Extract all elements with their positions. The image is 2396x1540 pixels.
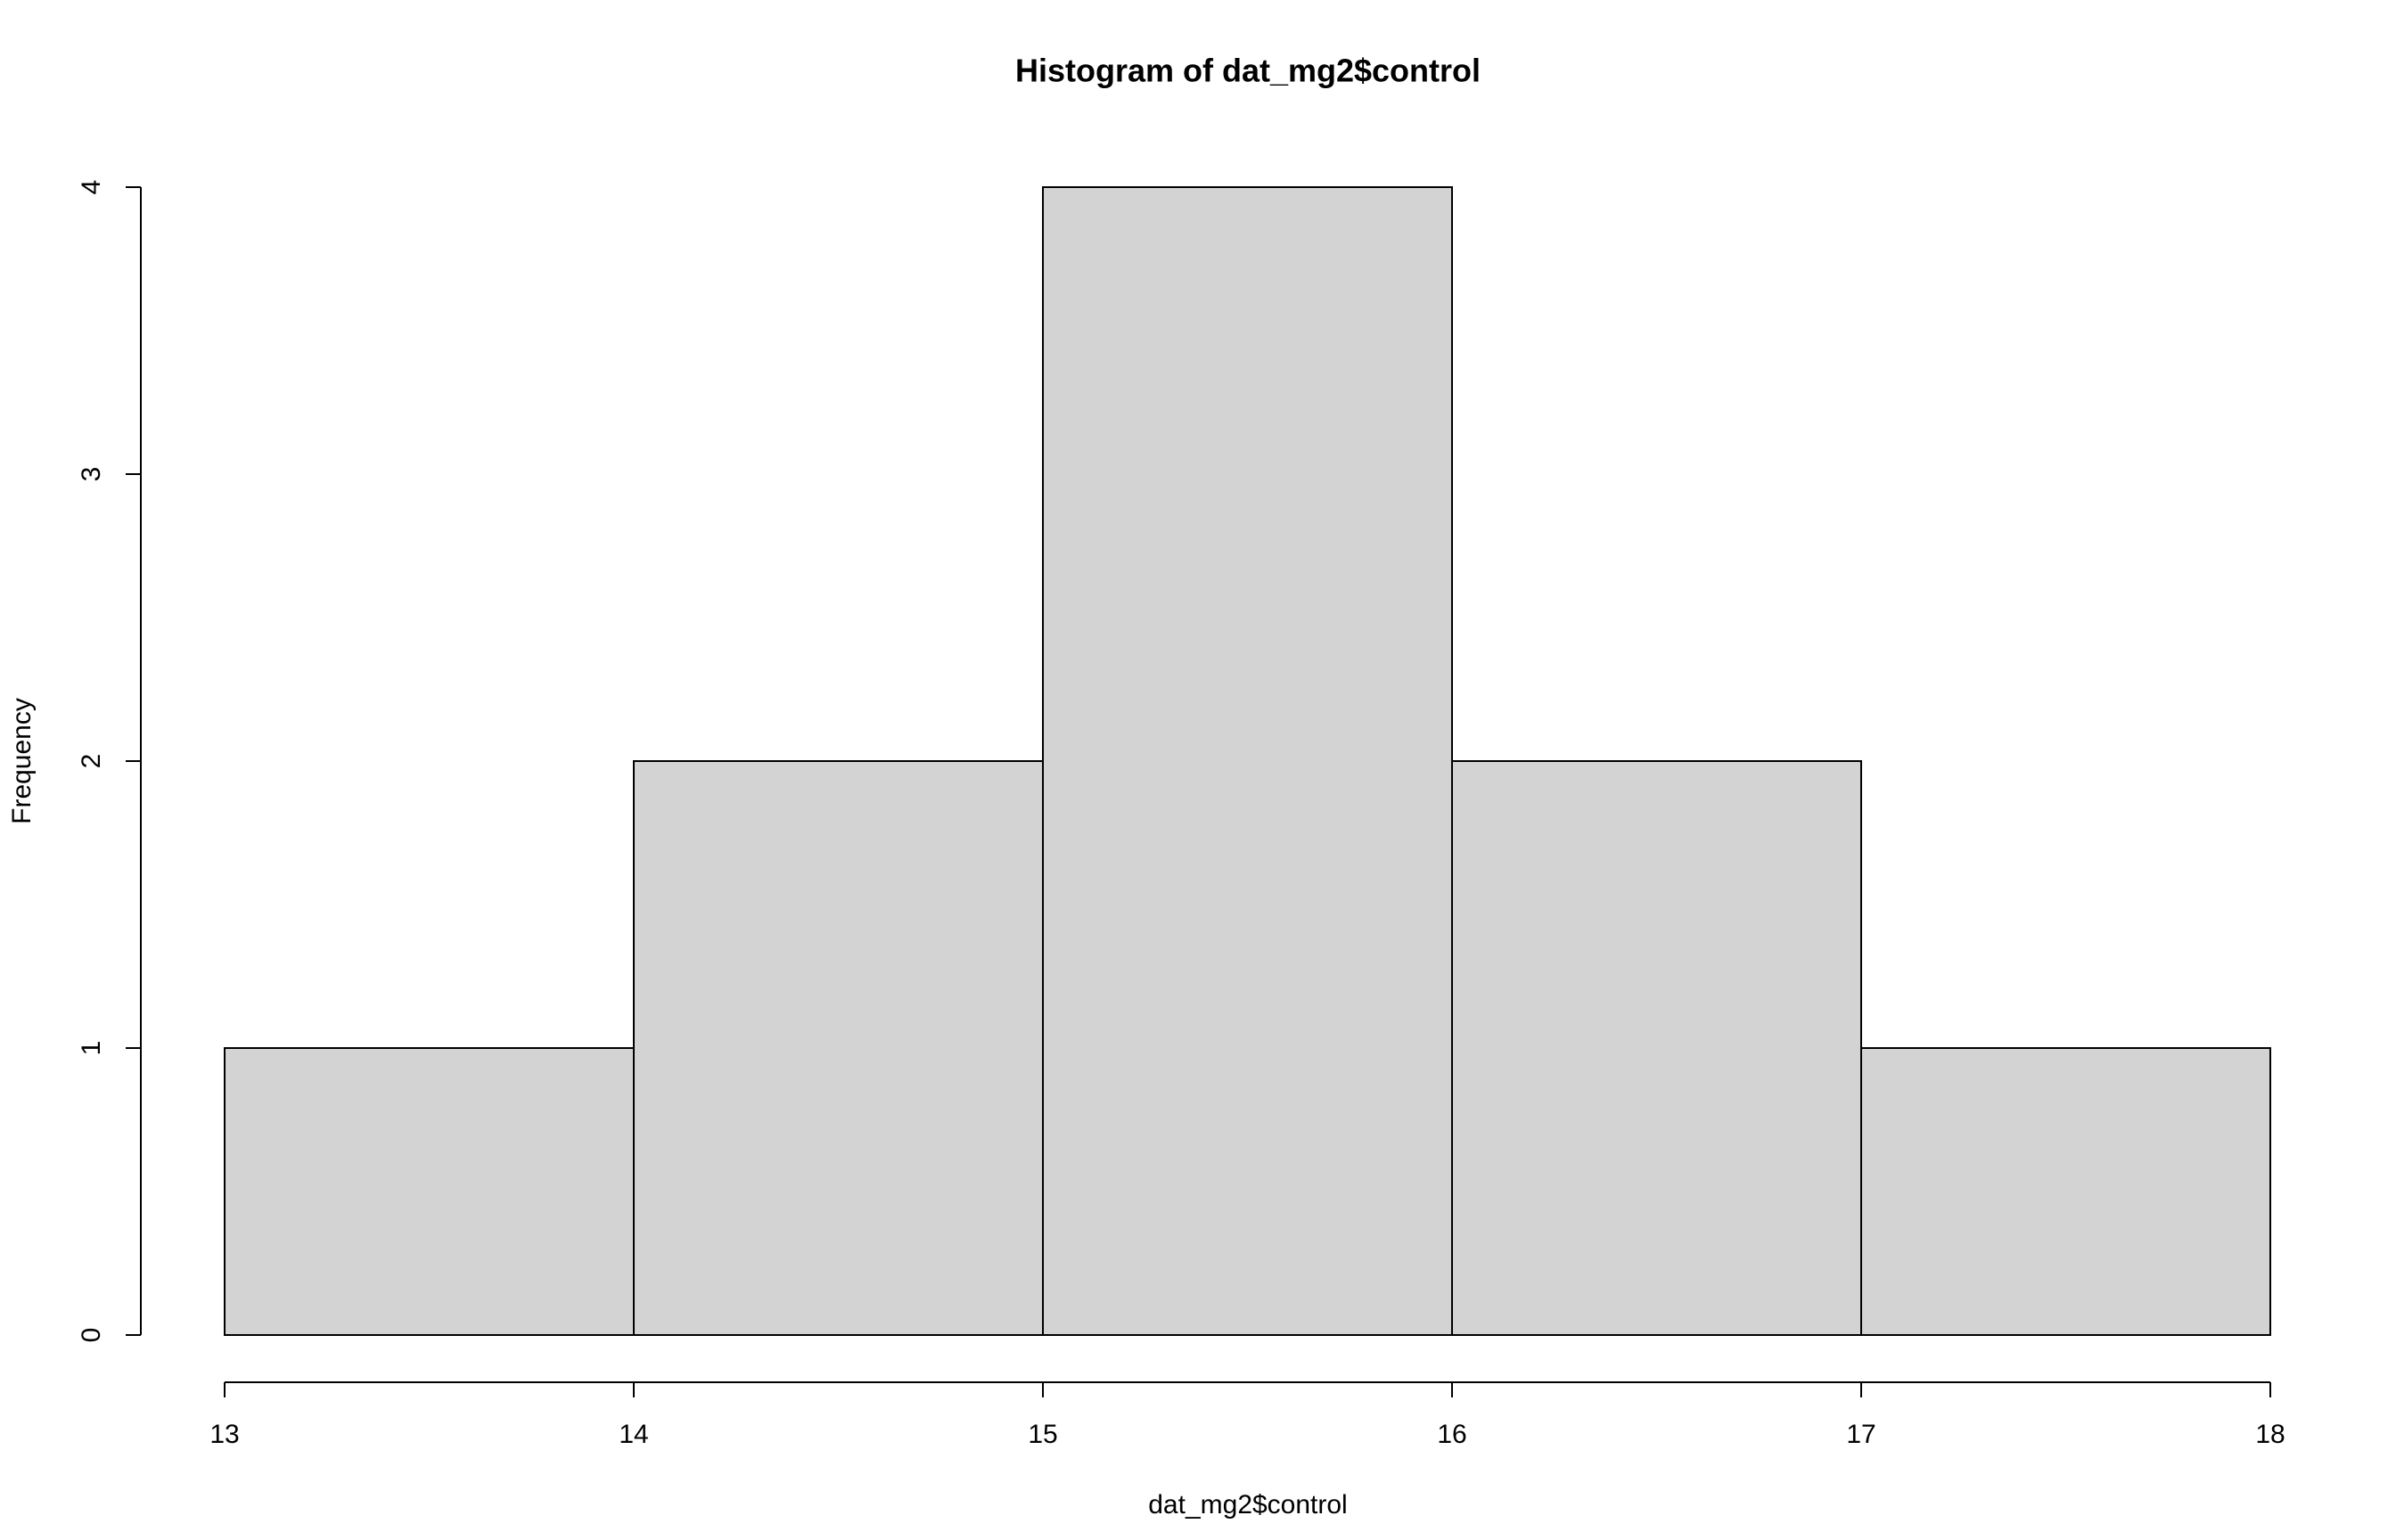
bar [224, 1047, 635, 1336]
y-tick-label: 3 [77, 467, 106, 482]
x-tick-label: 15 [1028, 1420, 1057, 1449]
y-tick-label: 1 [77, 1041, 106, 1056]
x-tick-label: 14 [619, 1420, 648, 1449]
x-tick-label: 18 [2255, 1420, 2285, 1449]
x-tick-label: 17 [1846, 1420, 1875, 1449]
y-tick-label: 0 [77, 1328, 106, 1343]
y-axis-label: Frequency [7, 698, 37, 824]
y-tick-label: 4 [77, 180, 106, 195]
x-tick-label: 16 [1437, 1420, 1466, 1449]
x-tick-label: 13 [209, 1420, 239, 1449]
bar [633, 760, 1044, 1336]
bar [1860, 1047, 2271, 1336]
bar [1042, 186, 1453, 1336]
x-axis-label: dat_mg2$control [1148, 1490, 1347, 1520]
chart-title: Histogram of dat_mg2$control [1015, 53, 1481, 89]
y-tick-label: 2 [77, 754, 106, 769]
bar [1451, 760, 1862, 1336]
